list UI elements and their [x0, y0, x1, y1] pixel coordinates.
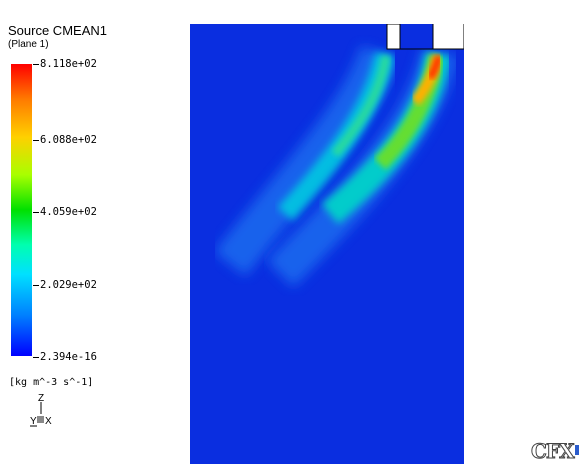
- logo-mark: [574, 445, 579, 455]
- inlet-box-right: [432, 24, 464, 50]
- cfx-logo: CFX: [531, 441, 579, 462]
- tick-label-3: 4.059e+02: [33, 206, 97, 218]
- tick-label-min: 2.394e-16: [33, 351, 97, 363]
- inlet-box-center: [399, 24, 434, 50]
- triad-z-label: Z: [38, 393, 44, 404]
- colorbar: [11, 64, 32, 356]
- legend-title: Source CMEAN1: [8, 23, 107, 38]
- inlet-box-left: [386, 24, 401, 50]
- axis-triad: Z Y X: [30, 393, 52, 427]
- triad-origin: [37, 416, 44, 423]
- tick-label-2: 6.088e+02: [33, 134, 97, 146]
- tick-label-4: 2.029e+02: [33, 279, 97, 291]
- contour-plot: [190, 24, 464, 464]
- tick-label-max: 8.118e+02: [33, 58, 97, 70]
- plume-left-core: [331, 55, 391, 157]
- plume-right-peak: [427, 55, 443, 80]
- units-label: [kg m^-3 s^-1]: [9, 377, 94, 388]
- triad-y-label: Y: [30, 416, 37, 427]
- legend-subtitle: (Plane 1): [8, 39, 49, 50]
- triad-x-label: X: [45, 416, 52, 427]
